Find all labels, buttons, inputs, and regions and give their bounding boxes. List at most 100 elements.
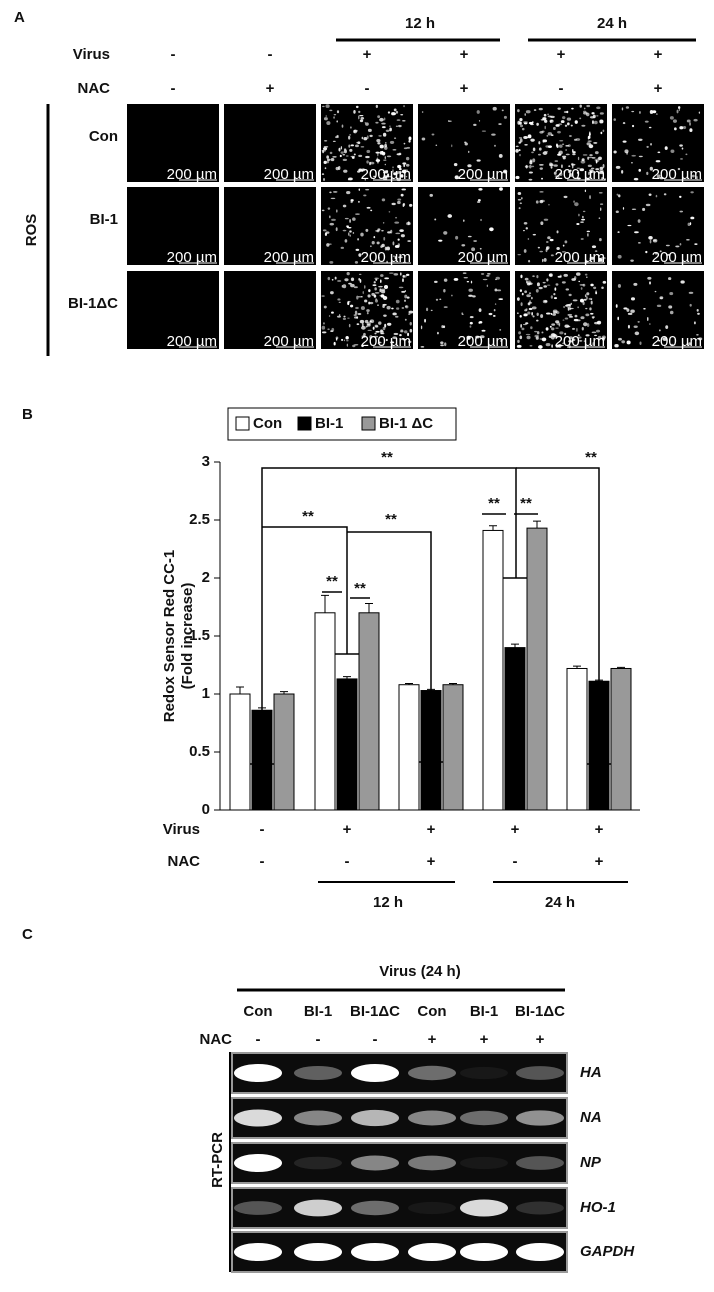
cell xyxy=(342,204,347,208)
cell xyxy=(564,332,567,336)
cell xyxy=(349,134,352,136)
cell xyxy=(373,294,377,298)
cell xyxy=(499,329,502,331)
cell xyxy=(613,150,617,154)
gene-label: HA xyxy=(580,1064,602,1081)
cell xyxy=(576,167,581,169)
cell xyxy=(376,139,381,143)
gel-band xyxy=(294,1199,342,1217)
cell xyxy=(325,104,330,108)
cell xyxy=(543,218,549,221)
cell xyxy=(350,283,355,288)
cell xyxy=(663,193,667,196)
cell xyxy=(646,171,649,176)
cell xyxy=(622,122,626,125)
cell xyxy=(408,310,414,314)
scale-label: 200 µm xyxy=(264,166,314,183)
gel-band xyxy=(408,1155,456,1171)
cell xyxy=(329,215,331,219)
cell xyxy=(378,257,380,259)
cell xyxy=(328,243,332,245)
cell xyxy=(615,210,619,214)
cell xyxy=(656,174,661,179)
cell xyxy=(638,138,643,141)
cell xyxy=(617,337,622,341)
sign: + xyxy=(460,80,469,97)
cell xyxy=(322,105,325,108)
cell xyxy=(690,191,694,194)
cell xyxy=(333,191,338,193)
cell xyxy=(382,222,385,224)
error-bar xyxy=(511,643,519,648)
cell xyxy=(386,305,391,310)
cell xyxy=(679,242,682,246)
cell xyxy=(338,301,341,303)
cell xyxy=(400,234,405,238)
cell xyxy=(532,315,535,318)
cell xyxy=(550,312,553,316)
scale-label: 200 µm xyxy=(264,249,314,266)
cell xyxy=(462,272,467,274)
cell xyxy=(405,273,410,277)
cell xyxy=(358,168,363,172)
cell xyxy=(530,326,533,330)
cell xyxy=(617,231,620,233)
cell xyxy=(526,136,528,139)
cell xyxy=(549,163,554,167)
scale-label: 200 µm xyxy=(652,249,702,266)
y-tick-label: 2 xyxy=(202,569,210,586)
cell xyxy=(399,168,402,171)
row-label: Virus xyxy=(73,46,110,63)
cell xyxy=(614,344,619,348)
cell xyxy=(556,143,558,147)
cell xyxy=(424,318,426,323)
error-bar xyxy=(258,707,266,711)
cell xyxy=(371,240,375,245)
micrograph: 200 µm xyxy=(127,187,219,266)
bar xyxy=(229,693,251,811)
cell xyxy=(595,168,600,171)
micrograph: 200 µm xyxy=(515,187,607,266)
cell xyxy=(337,280,342,282)
cell xyxy=(400,114,404,116)
cell xyxy=(374,277,379,280)
cell xyxy=(515,175,520,180)
cell xyxy=(443,231,448,235)
cell xyxy=(573,318,579,322)
legend-label: Con xyxy=(253,415,282,432)
cell xyxy=(343,339,346,342)
cell xyxy=(536,275,539,279)
cell xyxy=(556,230,559,234)
lane-label: Con xyxy=(243,1003,272,1020)
cell xyxy=(404,299,407,302)
cell xyxy=(387,231,392,234)
cell xyxy=(370,245,372,248)
micrograph: 200 µm xyxy=(127,271,219,350)
cell xyxy=(541,130,545,133)
cell xyxy=(361,335,366,338)
cell xyxy=(406,296,410,299)
cell xyxy=(599,203,604,205)
cell xyxy=(402,202,406,206)
lane-label: BI-1ΔC xyxy=(515,1003,565,1020)
legend-swatch xyxy=(235,416,250,431)
cell xyxy=(529,345,533,347)
cell xyxy=(361,325,366,330)
cell xyxy=(400,329,404,332)
cell xyxy=(538,107,543,111)
cell xyxy=(468,150,470,153)
cell xyxy=(403,169,409,172)
cell xyxy=(531,151,534,154)
cell xyxy=(518,121,522,125)
cell xyxy=(542,281,546,284)
cell xyxy=(378,172,380,177)
cell xyxy=(348,135,351,140)
cell xyxy=(384,323,387,328)
cell xyxy=(325,115,328,117)
cell xyxy=(595,291,598,295)
cell xyxy=(356,295,359,300)
cell xyxy=(528,307,533,310)
gel-band xyxy=(294,1065,342,1081)
cell xyxy=(335,227,338,232)
cell xyxy=(591,157,596,159)
